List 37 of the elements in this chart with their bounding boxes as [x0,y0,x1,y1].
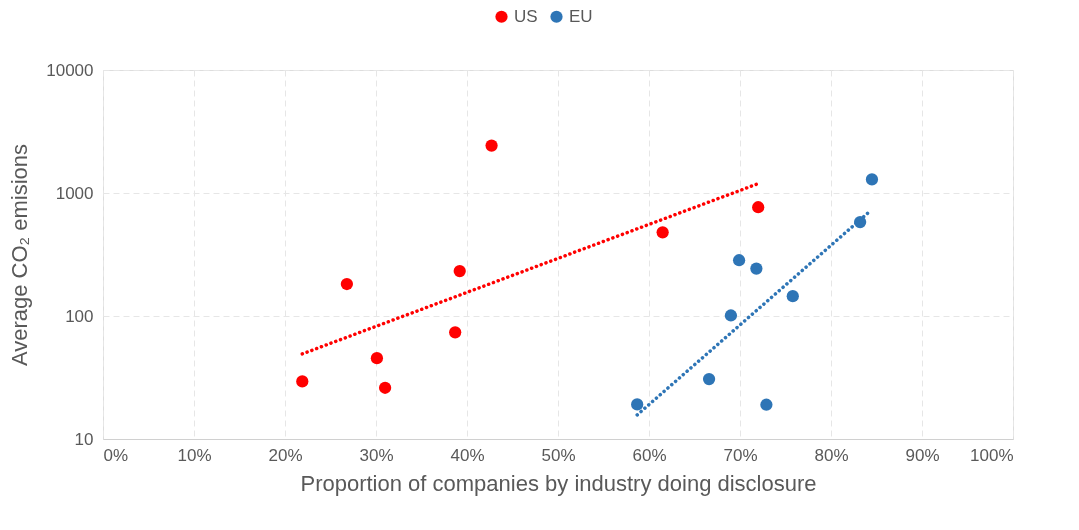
point [449,326,462,339]
point [786,290,799,303]
x-tick-label: 10% [177,445,212,465]
x-tick-label: 40% [450,445,485,465]
point [453,264,466,278]
point [370,352,384,365]
y-tick-label: 10 [74,429,94,449]
y-tick-label: 100 [65,306,94,326]
point [760,398,773,411]
x-tick-label: 60% [632,445,667,465]
point [296,375,309,388]
x-tick-label: 90% [905,445,940,465]
x-tick-label: 0% [103,445,129,465]
x-tick-label: 100% [970,445,1014,465]
point [485,139,498,152]
x-tick-label: 80% [814,445,849,465]
point [724,309,738,322]
x-axis-title: Proportion of companies by industry doing disclosure [300,470,817,496]
point [865,173,879,186]
point [340,277,353,291]
point [750,262,763,275]
point [752,201,765,214]
point [854,215,867,229]
y-tick-label: 10000 [46,60,94,80]
point [732,254,746,267]
y-tick-label: 1000 [55,183,94,203]
legend-label: US [514,6,538,26]
point [378,381,392,394]
point [702,372,716,386]
point [631,398,644,411]
legend-label: EU [569,6,593,26]
y-axis-title: Average CO₂ emisions [7,143,33,367]
x-tick-label: 70% [723,445,758,465]
x-tick-label: 20% [268,445,303,465]
x-tick-label: 50% [541,445,576,465]
x-tick-label: 30% [359,445,394,465]
point [656,226,669,239]
